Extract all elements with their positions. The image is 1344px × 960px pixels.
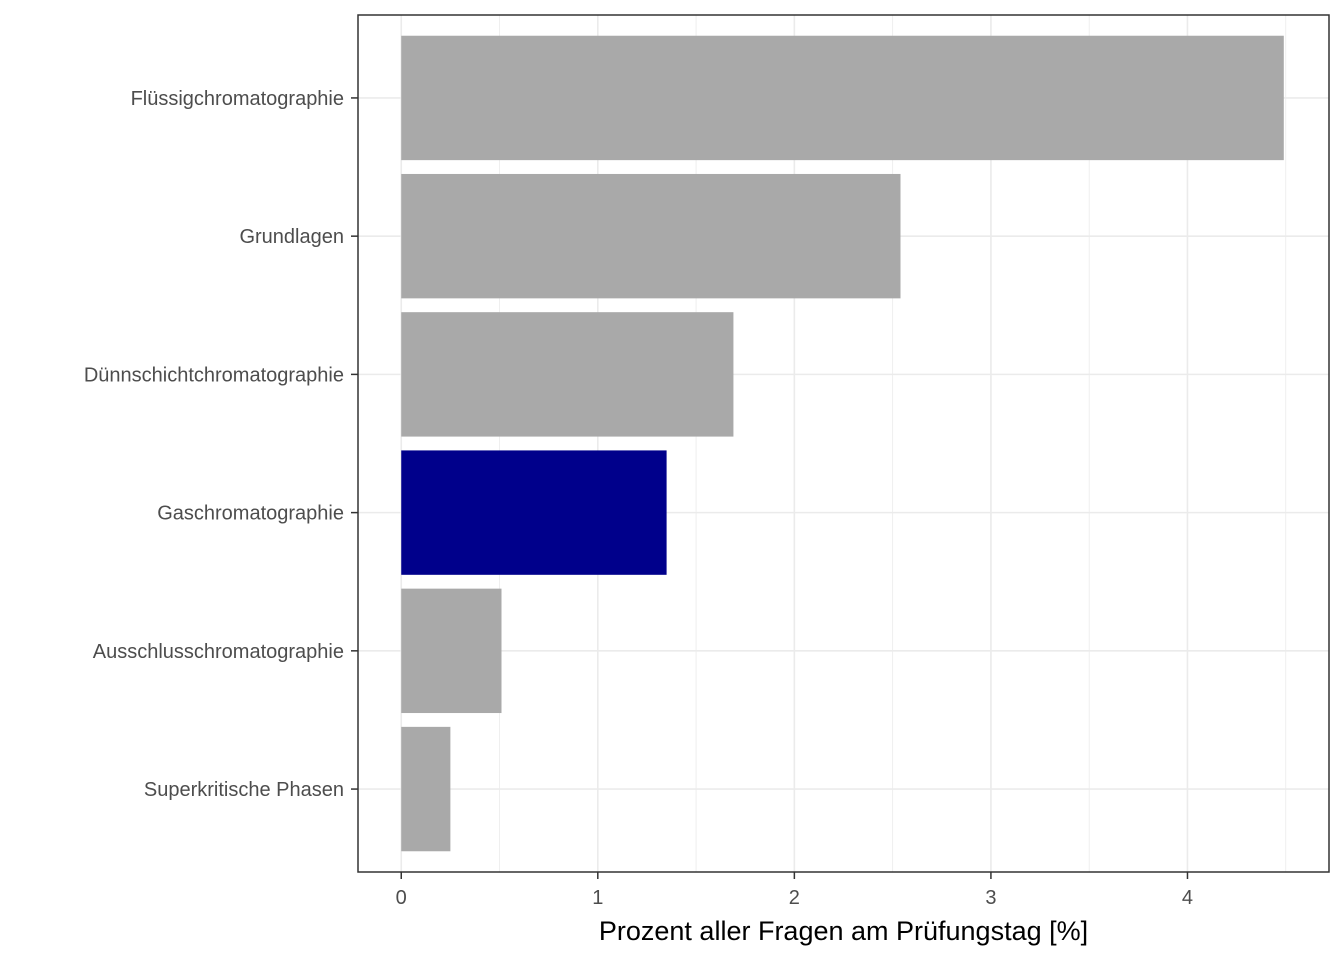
- x-tick-label: 1: [592, 887, 603, 909]
- y-tick-label: Superkritische Phasen: [144, 779, 344, 801]
- y-tick-label: Gaschromatographie: [157, 503, 344, 525]
- y-tick-label: Dünnschichtchromatographie: [84, 364, 344, 386]
- y-tick-label: Ausschlusschromatographie: [93, 641, 344, 663]
- y-axis: Flüssigchromatographie Grundlagen Dünnschi…: [84, 88, 358, 801]
- bar-grundlagen: [401, 173, 901, 299]
- x-tick-label: 3: [985, 887, 996, 909]
- y-tick-label: Grundlagen: [239, 226, 344, 248]
- bar-gaschromatographie: [401, 450, 667, 575]
- bar-superkritische phasen: [401, 726, 451, 852]
- x-axis: 0 1 2 3 4: [396, 872, 1193, 909]
- x-tick-label: 2: [789, 887, 800, 909]
- y-tick-label: Flüssigchromatographie: [131, 88, 344, 110]
- bars: [401, 35, 1284, 852]
- x-axis-title: Prozent aller Fragen am Prüfungstag [%]: [599, 916, 1088, 946]
- plot-panel-border: [357, 14, 1330, 873]
- bar-ausschlusschromatographie: [401, 588, 502, 714]
- x-tick-label: 4: [1182, 887, 1193, 909]
- x-tick-label: 0: [396, 887, 407, 909]
- bar-dünnschichtchromatographie: [401, 312, 734, 437]
- bar-flüssigchromatographie: [401, 35, 1284, 161]
